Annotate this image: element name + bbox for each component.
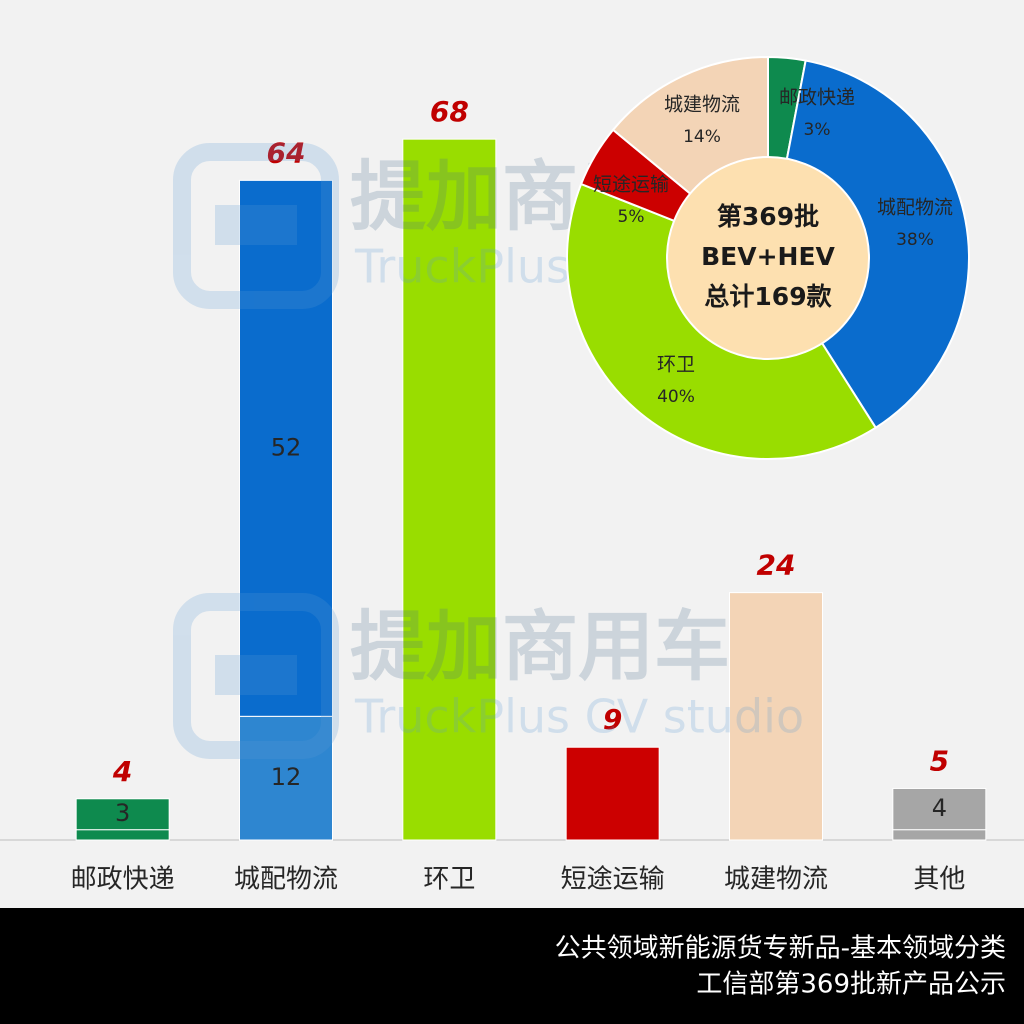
pie-center-text: 第369批 [717, 202, 819, 231]
bar-segment [892, 829, 987, 841]
x-tick-label: 短途运输 [561, 865, 665, 895]
pie-value-label: 3% [804, 120, 831, 140]
pie-value-label: 40% [657, 387, 695, 407]
x-tick-label: 城配物流 [234, 865, 338, 895]
watermark-logo [215, 205, 297, 245]
x-tick-label: 环卫 [423, 865, 475, 895]
bar-segment [565, 746, 660, 841]
total-label: 4 [112, 755, 132, 788]
total-label: 68 [430, 95, 469, 128]
bar-segment [75, 798, 170, 831]
footer-text: 公共领域新能源货专新品-基本领域分类 [555, 934, 1006, 964]
segment-label: 3 [115, 799, 130, 827]
watermark-title: 提加商用车 [350, 602, 730, 691]
bar-segment [239, 179, 333, 717]
footer-band [0, 908, 1024, 1024]
total-label: 24 [757, 549, 796, 582]
watermark-logo [173, 593, 339, 759]
total-label: 5 [930, 744, 949, 777]
bar-segment [402, 138, 497, 841]
segment-label: 4 [932, 794, 947, 822]
pie-label: 城配物流 [877, 197, 953, 219]
bar-segment [892, 787, 987, 831]
pie-value-label: 14% [683, 127, 721, 147]
watermark-logo [173, 143, 339, 309]
segment-label: 12 [271, 763, 302, 791]
pie-label: 邮政快递 [779, 87, 855, 109]
pie-value-label: 5% [618, 207, 645, 227]
bar-segment [239, 715, 333, 841]
x-tick-label: 其他 [913, 865, 965, 895]
bar-segment [729, 592, 823, 841]
pie-label: 环卫 [657, 354, 695, 376]
pie-label: 城建物流 [664, 94, 740, 116]
x-tick-label: 城建物流 [724, 865, 828, 895]
pie-center [666, 156, 870, 360]
pie-center-text: BEV+HEV [701, 242, 835, 271]
watermark-subtitle: TruckPlus CV studio [354, 690, 804, 744]
segment-label: 52 [271, 433, 302, 461]
pie-center-text: 总计169款 [704, 282, 832, 311]
x-tick-label: 邮政快递 [71, 865, 175, 895]
total-label: 64 [267, 136, 306, 169]
watermark-logo [215, 655, 297, 695]
bar-segment [75, 829, 170, 841]
pie-label: 短途运输 [593, 174, 669, 196]
footer-text: 工信部第369批新产品公示 [696, 970, 1006, 1000]
total-label: 9 [603, 703, 622, 736]
pie-value-label: 38% [896, 230, 934, 250]
